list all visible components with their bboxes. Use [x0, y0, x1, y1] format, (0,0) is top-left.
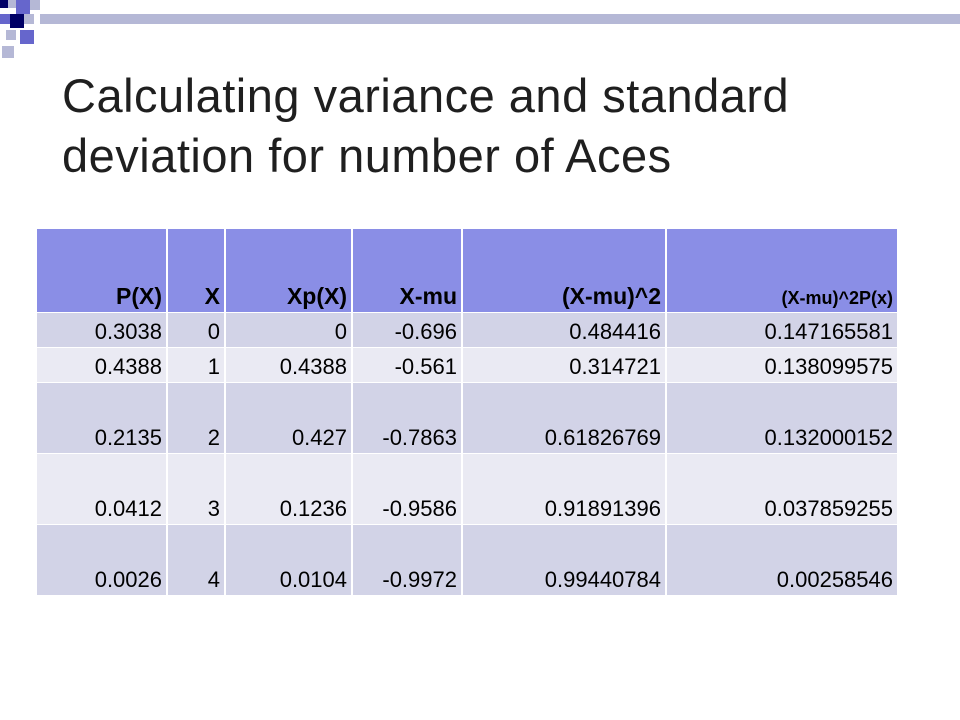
cell-x-minus-mu: -0.9586	[351, 453, 463, 525]
cell-xpx: 0	[224, 312, 353, 348]
cell-x-minus-mu: -0.9972	[351, 524, 463, 596]
cell-squared: 0.91891396	[461, 453, 667, 525]
corner-square-light	[8, 0, 16, 8]
cell-x-minus-mu: -0.7863	[351, 382, 463, 454]
cell-xpx: 0.4388	[224, 347, 353, 383]
header-x: X	[166, 229, 226, 313]
cell-weighted: 0.00258546	[665, 524, 899, 596]
corner-square-mid	[0, 14, 10, 24]
cell-px: 0.0026	[35, 524, 168, 596]
cell-x: 2	[166, 382, 226, 454]
table-row: 0.2135 2 0.427 -0.7863 0.61826769 0.1320…	[35, 382, 899, 454]
table-header-row: P(X) X Xp(X) X-mu (X-mu)^2 (X-mu)^2P(x)	[35, 229, 899, 313]
cell-xpx: 0.0104	[224, 524, 353, 596]
header-x-minus-mu: X-mu	[351, 229, 463, 313]
header-rule	[40, 14, 960, 24]
table-row: 0.4388 1 0.4388 -0.561 0.314721 0.138099…	[35, 347, 899, 383]
cell-px: 0.3038	[35, 312, 168, 348]
corner-square-mid	[16, 0, 30, 14]
cell-xpx: 0.427	[224, 382, 353, 454]
cell-squared: 0.484416	[461, 312, 667, 348]
header-px: P(X)	[35, 229, 168, 313]
cell-squared: 0.314721	[461, 347, 667, 383]
cell-squared: 0.99440784	[461, 524, 667, 596]
header-weighted-squared-deviation: (X-mu)^2P(x)	[665, 229, 899, 313]
variance-table: P(X) X Xp(X) X-mu (X-mu)^2 (X-mu)^2P(x) …	[35, 229, 899, 596]
corner-square-light	[6, 30, 16, 40]
corner-square-dark	[0, 0, 8, 8]
cell-x: 3	[166, 453, 226, 525]
table-row: 0.3038 0 0 -0.696 0.484416 0.147165581	[35, 312, 899, 348]
cell-px: 0.4388	[35, 347, 168, 383]
cell-x-minus-mu: -0.561	[351, 347, 463, 383]
table-row: 0.0026 4 0.0104 -0.9972 0.99440784 0.002…	[35, 524, 899, 596]
cell-x: 1	[166, 347, 226, 383]
cell-px: 0.0412	[35, 453, 168, 525]
corner-square-dark	[10, 14, 24, 28]
cell-weighted: 0.147165581	[665, 312, 899, 348]
header-xpx: Xp(X)	[224, 229, 353, 313]
cell-weighted: 0.037859255	[665, 453, 899, 525]
cell-px: 0.2135	[35, 382, 168, 454]
corner-square-light	[24, 14, 34, 24]
corner-square-mid	[20, 30, 34, 44]
cell-weighted: 0.138099575	[665, 347, 899, 383]
header-x-minus-mu-squared: (X-mu)^2	[461, 229, 667, 313]
cell-x-minus-mu: -0.696	[351, 312, 463, 348]
cell-weighted: 0.132000152	[665, 382, 899, 454]
corner-square-light	[2, 46, 14, 58]
cell-xpx: 0.1236	[224, 453, 353, 525]
corner-square-light	[30, 0, 40, 10]
cell-squared: 0.61826769	[461, 382, 667, 454]
slide-title: Calculating variance and standard deviat…	[62, 69, 790, 182]
cell-x: 4	[166, 524, 226, 596]
table-row: 0.0412 3 0.1236 -0.9586 0.91891396 0.037…	[35, 453, 899, 525]
cell-x: 0	[166, 312, 226, 348]
